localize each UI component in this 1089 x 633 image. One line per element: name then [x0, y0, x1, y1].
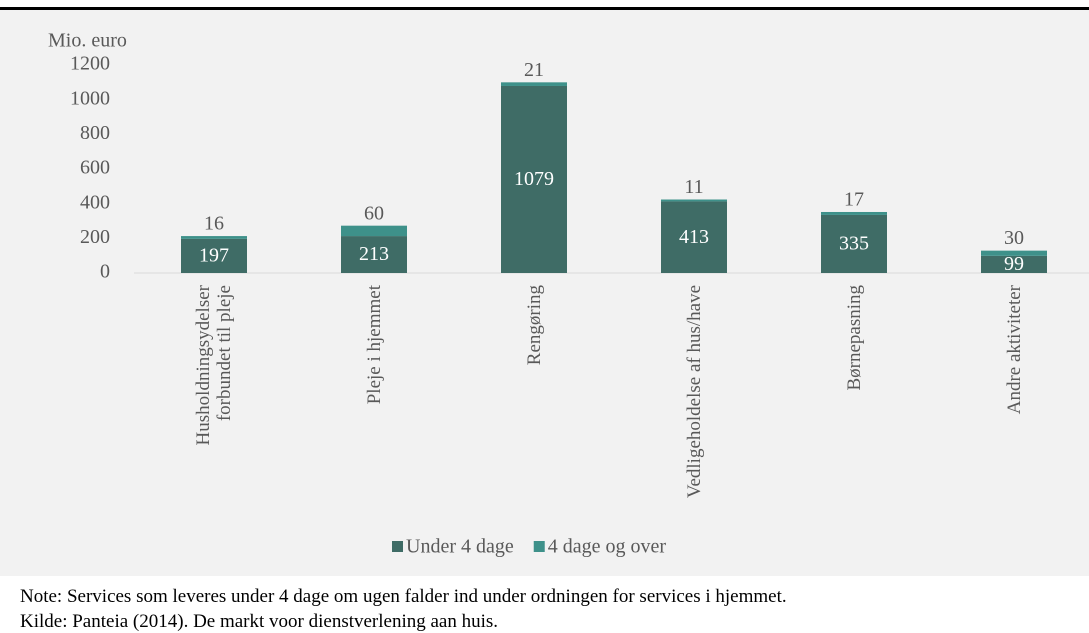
data-label: 99 [1004, 253, 1024, 275]
note: Note: Services som leveres under 4 dage … [20, 586, 787, 607]
bar-segment [501, 85, 567, 274]
data-label: 11 [684, 176, 703, 198]
legend-label: Under 4 dage [406, 536, 514, 558]
bar-segment [341, 236, 407, 273]
y-tick-label: 600 [80, 157, 110, 179]
bar-segment [821, 211, 887, 215]
bar-segment [661, 199, 727, 202]
source: Kilde: Panteia (2014). De markt voor die… [20, 611, 499, 632]
x-tick-label: Børnepasning [843, 285, 865, 391]
bar-segment [181, 238, 247, 273]
y-tick-label: 200 [80, 226, 110, 248]
y-tick-label: 1000 [70, 87, 110, 109]
data-label: 60 [364, 202, 384, 224]
y-axis-label: Mio. euro [48, 30, 127, 52]
legend-swatch [533, 541, 545, 552]
x-tick-label: Husholdningsydelser forbundet til pleje [193, 285, 235, 446]
data-label: 335 [839, 233, 869, 255]
bar-segment [981, 250, 1047, 256]
x-tick-label: Rengøring [523, 285, 545, 366]
y-tick-label: 400 [80, 191, 110, 213]
data-label: 21 [524, 59, 544, 81]
y-tick-label: 1200 [70, 53, 110, 75]
y-tick-label: 0 [100, 261, 110, 283]
bar-segment [501, 82, 567, 86]
x-tick-label: Pleje i hjemmet [363, 285, 385, 405]
data-label: 197 [199, 245, 229, 267]
bar-segment [821, 214, 887, 273]
data-label: 1079 [514, 168, 554, 190]
data-label: 30 [1004, 227, 1024, 249]
y-tick-label: 800 [80, 122, 110, 144]
bar-segment [981, 255, 1047, 273]
data-label: 213 [359, 243, 389, 265]
x-tick-label: Andre aktiviteter [1003, 285, 1025, 415]
legend-label: 4 dage og over [548, 536, 667, 558]
bar-segment [661, 201, 727, 273]
x-tick-label: Vedligeholdelse af hus/have [683, 285, 705, 499]
legend-swatch [392, 541, 403, 552]
data-label: 413 [679, 226, 709, 248]
data-label: 16 [204, 213, 224, 235]
bar-segment [181, 236, 247, 239]
bar-segment [341, 225, 407, 237]
data-label: 17 [844, 189, 864, 211]
